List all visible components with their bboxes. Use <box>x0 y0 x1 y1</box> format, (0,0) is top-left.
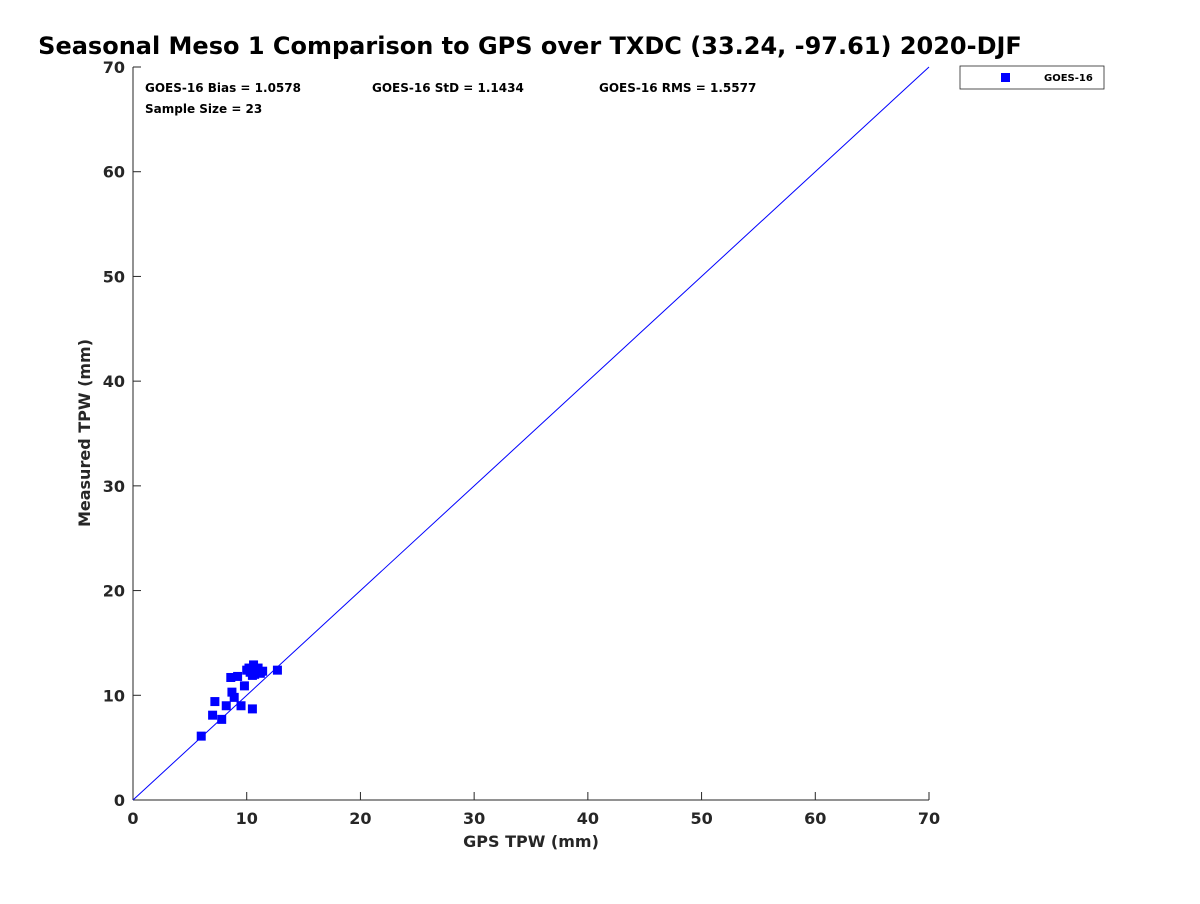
x-tick-label: 0 <box>127 809 138 828</box>
data-point <box>221 701 231 711</box>
legend-marker <box>1001 73 1010 82</box>
data-point <box>244 663 254 673</box>
plot-area: 0 10 20 30 40 50 60 70 0 10 20 30 40 50 60 70 <box>103 58 940 828</box>
x-tick-label: 20 <box>349 809 371 828</box>
data-point <box>210 697 220 707</box>
data-point <box>227 687 237 697</box>
x-tick-label: 10 <box>236 809 258 828</box>
x-tick-label: 50 <box>690 809 712 828</box>
legend: GOES-16 <box>959 65 1105 90</box>
x-tick-label: 30 <box>463 809 485 828</box>
y-tick-label: 40 <box>103 372 125 391</box>
data-point <box>272 665 282 675</box>
data-point <box>247 704 257 714</box>
data-point <box>236 701 246 711</box>
x-tick-label: 60 <box>804 809 826 828</box>
data-point <box>233 671 243 681</box>
rms-annotation: GOES-16 RMS = 1.5577 <box>599 81 756 95</box>
data-point <box>217 714 227 724</box>
x-tick-label: 40 <box>577 809 599 828</box>
one-to-one-line <box>132 66 930 801</box>
y-tick-label: 60 <box>103 163 125 182</box>
x-tick-label: 70 <box>918 809 940 828</box>
data-point <box>239 681 249 691</box>
data-point <box>229 692 239 702</box>
chart-title: Seasonal Meso 1 Comparison to GPS over T… <box>38 32 1022 60</box>
data-point <box>249 660 259 670</box>
data-point <box>226 672 236 682</box>
x-axis-label: GPS TPW (mm) <box>463 832 599 851</box>
y-tick-label: 20 <box>103 582 125 601</box>
data-point <box>250 669 260 679</box>
y-tick-label: 30 <box>103 477 125 496</box>
y-axis-label: Measured TPW (mm) <box>75 339 94 527</box>
std-annotation: GOES-16 StD = 1.1434 <box>372 81 524 95</box>
data-point <box>196 731 206 741</box>
legend-label: GOES-16 <box>1044 73 1093 84</box>
legend-box <box>959 65 1105 90</box>
bias-annotation: GOES-16 Bias = 1.0578 <box>145 81 301 95</box>
sample-size-annotation: Sample Size = 23 <box>145 102 262 116</box>
data-point <box>208 710 218 720</box>
y-tick-label: 0 <box>114 791 125 810</box>
y-tick-label: 10 <box>103 686 125 705</box>
y-tick-label: 50 <box>103 267 125 286</box>
data-point <box>258 666 268 676</box>
y-tick-label: 70 <box>103 58 125 77</box>
data-point <box>253 663 263 673</box>
